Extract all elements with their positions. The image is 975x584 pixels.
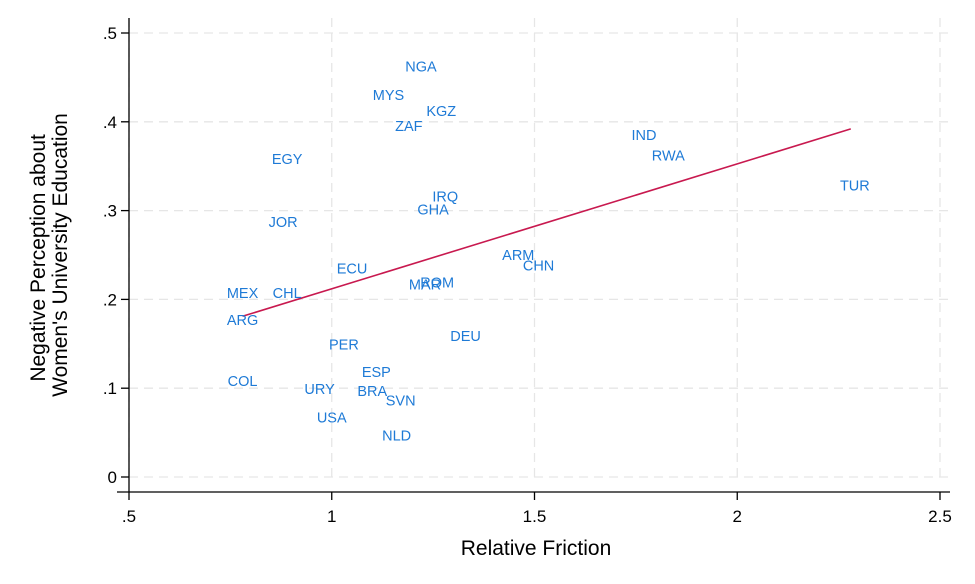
x-tick-label-2: 1.5: [523, 507, 547, 526]
point-label-irq: IRQ: [432, 189, 458, 205]
point-label-bra: BRA: [357, 384, 387, 400]
y-axis-title-line-1: Negative Perception about: [27, 134, 50, 382]
y-axis-title: Negative Perception about Women's Univer…: [27, 113, 72, 397]
point-label-arm: ARM: [502, 248, 534, 264]
x-tick-label-0: .5: [122, 507, 136, 526]
point-label-ind: IND: [631, 128, 656, 144]
point-label-deu: DEU: [450, 329, 481, 345]
point-label-per: PER: [329, 338, 359, 354]
point-label-jor: JOR: [269, 215, 298, 231]
point-label-ecu: ECU: [337, 261, 368, 277]
x-tick-label-3: 2: [733, 507, 742, 526]
point-label-col: COL: [228, 374, 258, 390]
y-tick-label-0: 0: [108, 468, 117, 487]
point-label-chl: CHL: [273, 286, 302, 302]
point-label-ury: URY: [304, 382, 335, 398]
x-tick-label-1: 1: [327, 507, 336, 526]
y-tick-label-5: .5: [103, 24, 117, 43]
point-label-egy: EGY: [272, 152, 303, 168]
x-tick-label-4: 2.5: [928, 507, 952, 526]
fit-line-layer: [242, 128, 852, 318]
point-label-nld: NLD: [382, 428, 411, 444]
point-label-rom: ROM: [420, 276, 454, 292]
point-label-esp: ESP: [362, 365, 391, 381]
point-label-mex: MEX: [227, 286, 259, 302]
point-label-zaf: ZAF: [395, 119, 423, 135]
point-label-nga: NGA: [405, 60, 437, 76]
point-label-mys: MYS: [373, 88, 404, 104]
grid-lines: [128, 18, 950, 478]
point-label-rwa: RWA: [652, 149, 685, 165]
x-axis-title: Relative Friction: [461, 537, 612, 560]
point-label-chn: CHN: [523, 259, 554, 275]
point-label-kgz: KGZ: [426, 104, 456, 120]
point-label-arg: ARG: [227, 313, 258, 329]
y-axis-title-line-2: Women's University Education: [49, 113, 72, 397]
point-label-svn: SVN: [386, 394, 416, 410]
y-tick-label-4: .4: [103, 113, 117, 132]
y-tick-label-1: .1: [103, 379, 117, 398]
point-label-tur: TUR: [840, 179, 870, 195]
axes: 0 .1 .2 .3 .4 .5 .5 1 1.5 2 2.5: [103, 18, 952, 526]
point-label-gha: GHA: [417, 203, 449, 219]
fit-line: [242, 128, 852, 318]
point-label-usa: USA: [317, 411, 347, 427]
y-tick-label-3: .3: [103, 202, 117, 221]
point-label-mar: MAR: [409, 277, 441, 293]
y-tick-label-2: .2: [103, 290, 117, 309]
